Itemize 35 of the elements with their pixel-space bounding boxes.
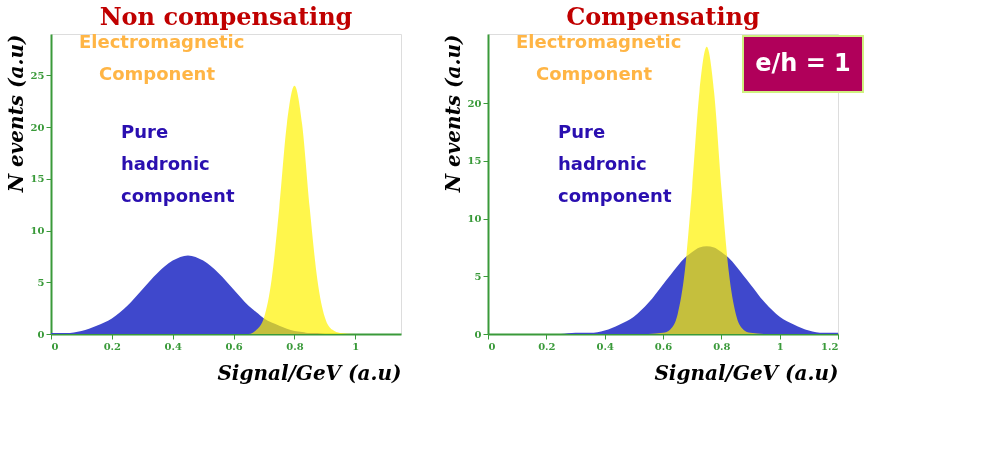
y-tick-label: 15 (30, 173, 45, 185)
y-axis-title: N events (a.u) (440, 34, 465, 194)
x-tick-label: 0.4 (596, 340, 614, 352)
x-tick-label: 0.2 (103, 340, 122, 352)
x-tick-label: 0.8 (286, 340, 304, 352)
x-tick-label: 0.4 (164, 340, 182, 352)
y-tick-label: 5 (474, 270, 482, 282)
chart-title: Non compensating (99, 2, 353, 31)
x-tick-label: 0.6 (225, 340, 243, 352)
y-tick-label: 5 (37, 276, 45, 288)
annotation: e/h = 1 (755, 49, 851, 77)
y-axis-title: N events (a.u) (3, 34, 28, 194)
annotation: Electromagnetic Component (79, 31, 245, 84)
y-tick-label: 0 (474, 328, 482, 340)
annotation: Pure hadronic component (121, 121, 235, 206)
x-tick-label: 0 (488, 340, 496, 352)
x-tick-label: 0.6 (654, 340, 673, 352)
y-tick-label: 15 (467, 155, 482, 167)
x-tick-label: 0 (51, 340, 59, 352)
y-tick-label: 0 (37, 328, 45, 340)
x-axis-title: Signal/GeV (a.u) (654, 360, 839, 385)
y-tick-label: 10 (467, 213, 482, 225)
y-tick-label: 20 (30, 121, 45, 133)
x-tick-label: 1 (776, 340, 784, 352)
x-tick-label: 1.2 (821, 340, 839, 352)
y-tick-label: 25 (30, 69, 45, 81)
x-tick-label: 1 (352, 340, 360, 352)
x-tick-label: 0.8 (713, 340, 731, 352)
y-tick-label: 20 (467, 97, 482, 109)
x-tick-label: 0.2 (538, 340, 556, 352)
annotation: Pure hadronic component (558, 121, 672, 206)
chart-title: Compensating (566, 2, 760, 31)
y-tick-label: 10 (30, 225, 45, 237)
annotation: Electromagnetic Component (516, 31, 682, 84)
x-axis-title: Signal/GeV (a.u) (217, 360, 402, 385)
